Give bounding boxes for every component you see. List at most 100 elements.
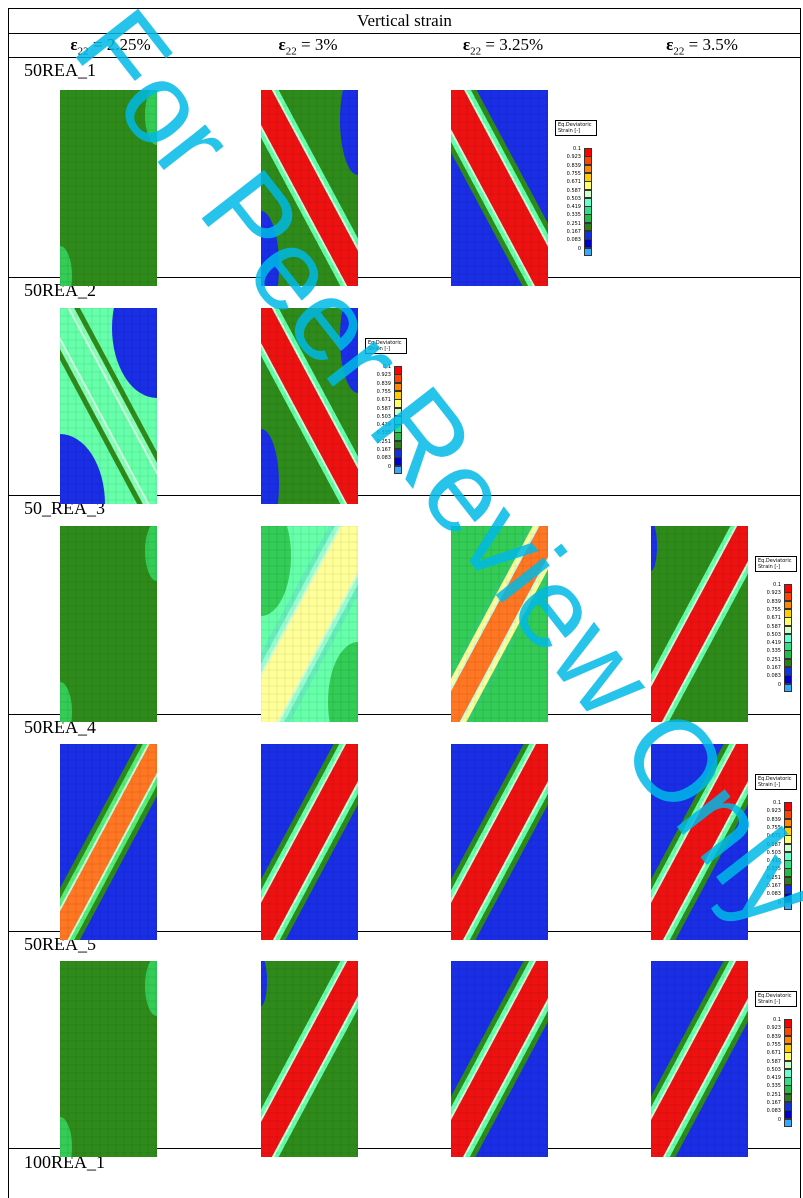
- legend-value: 0.251: [766, 1091, 781, 1098]
- legend-scale: 0.1 0.923 0.839 0.755 0.671 0.587 0.503 0.419 0.…: [755, 582, 803, 693]
- legend-value: 0.923: [566, 154, 581, 161]
- legend-title: Eq.Deviatoric Strain [-]: [755, 556, 797, 572]
- legend-swatch: [584, 181, 592, 190]
- color-legend-r5: Eq.Deviatoric Strain [-] 0.1 0.923 0.839 0.7…: [755, 991, 803, 1128]
- legend-title: Eq.Deviatoric Strain [-]: [365, 338, 407, 354]
- legend-value: 0.083: [376, 455, 391, 462]
- legend-value: 0.587: [376, 405, 391, 412]
- column-header-4: ε22 = 3.5%: [666, 35, 738, 58]
- legend-swatch: [584, 247, 592, 257]
- legend-value: 0.419: [766, 640, 781, 647]
- legend-value: 0.503: [566, 195, 581, 202]
- contour-plot-r1-c1: [60, 90, 157, 286]
- legend-value: 0.923: [376, 372, 391, 379]
- row-label-50rea-4: 50REA_4: [24, 717, 96, 737]
- legend-value: 0.503: [766, 631, 781, 638]
- legend-value: 0.755: [766, 606, 781, 613]
- contour-plot-r1-c2: [261, 90, 358, 286]
- legend-value: 0.755: [376, 388, 391, 395]
- legend-value: 0.083: [766, 1108, 781, 1115]
- rule-title: [8, 33, 801, 34]
- legend-value: 0.587: [766, 841, 781, 848]
- legend-swatch: [784, 876, 792, 886]
- rule-row-1: [8, 277, 801, 278]
- contour-plot-r1-c3: [451, 90, 548, 286]
- legend-scale: 0.1 0.923 0.839 0.755 0.671 0.587 0.503 0.419 0.…: [365, 364, 413, 475]
- legend-swatch: [784, 901, 792, 911]
- legend-value: 0.587: [766, 623, 781, 630]
- legend-value: 0: [777, 681, 781, 688]
- legend-value: 0.335: [566, 212, 581, 219]
- legend-value: 0.335: [766, 866, 781, 873]
- legend-value: 0.839: [766, 1033, 781, 1040]
- legend-value: 0.083: [766, 891, 781, 898]
- legend-value: 0.251: [766, 874, 781, 881]
- legend-value: 0.1: [573, 146, 581, 152]
- contour-plot-r4-c1: [60, 744, 157, 940]
- legend-value: 0.839: [376, 380, 391, 387]
- legend-value: 0.335: [766, 1083, 781, 1090]
- rule-right: [800, 8, 801, 1198]
- legend-value: 0.671: [766, 615, 781, 622]
- contour-plot-r5-c2: [261, 961, 358, 1157]
- legend-value: 0.419: [566, 204, 581, 211]
- legend-value: 0: [777, 899, 781, 906]
- rule-row-5: [8, 1148, 801, 1149]
- legend-value: 0.251: [766, 656, 781, 663]
- legend-value: 0.671: [376, 397, 391, 404]
- column-header-2: ε22 = 3%: [278, 35, 338, 58]
- legend-value: 0.419: [766, 858, 781, 865]
- rule-header: [8, 57, 801, 58]
- legend-value: 0.419: [376, 422, 391, 429]
- legend-swatch: [784, 617, 792, 626]
- column-header-1: ε22 = 2.25%: [70, 35, 151, 58]
- legend-value: 0.923: [766, 808, 781, 815]
- legend-value: 0.167: [766, 665, 781, 671]
- legend-swatch: [784, 835, 792, 844]
- legend-value: 0.923: [766, 590, 781, 597]
- legend-value: 0.251: [566, 220, 581, 227]
- color-legend-r2: Eq.Deviatoric Strain [-] 0.1 0.923 0.839 0.7…: [365, 338, 413, 475]
- legend-title: Eq.Deviatoric Strain [-]: [555, 120, 597, 136]
- legend-value: 0: [577, 245, 581, 252]
- contour-plot-r4-c3: [451, 744, 548, 940]
- legend-swatch: [784, 683, 792, 693]
- row-label-50rea-1: 50REA_1: [24, 60, 96, 80]
- contour-plot-r2-c1: [60, 308, 157, 504]
- legend-swatch: [784, 1118, 792, 1128]
- contour-plot-r5-c4: [651, 961, 748, 1157]
- legend-value: 0.587: [766, 1058, 781, 1065]
- rule-left: [8, 8, 9, 1198]
- legend-value: 0.335: [376, 430, 391, 437]
- contour-plot-r3-c4: [651, 526, 748, 722]
- legend-value: 0.839: [766, 598, 781, 605]
- contour-plot-r5-c3: [451, 961, 548, 1157]
- legend-value: 0.1: [383, 364, 391, 370]
- legend-swatch: [784, 1093, 792, 1103]
- legend-title: Eq.Deviatoric Strain [-]: [755, 774, 797, 790]
- rule-top: [8, 8, 801, 9]
- legend-value: 0.671: [766, 1050, 781, 1057]
- legend-title: Eq.Deviatoric Strain [-]: [755, 991, 797, 1007]
- contour-plot-r4-c2: [261, 744, 358, 940]
- legend-value: 0: [777, 1116, 781, 1123]
- legend-value: 0.503: [376, 413, 391, 420]
- color-legend-r3: Eq.Deviatoric Strain [-] 0.1 0.923 0.839 0.7…: [755, 556, 803, 693]
- legend-scale: 0.1 0.923 0.839 0.755 0.671 0.587 0.503 0.419 0.…: [755, 800, 803, 911]
- legend-value: 0.1: [773, 1017, 781, 1023]
- column-header-3: ε22 = 3.25%: [462, 35, 544, 58]
- legend-value: 0.671: [766, 833, 781, 840]
- table-title: Vertical strain: [357, 11, 452, 30]
- contour-plot-r3-c3: [451, 526, 548, 722]
- legend-value: 0.755: [766, 1041, 781, 1048]
- legend-value: 0.167: [376, 447, 391, 453]
- figure-table: Vertical strain ε22 = 2.25% ε22 = 3% ε22…: [8, 8, 801, 1198]
- legend-value: 0.671: [566, 179, 581, 186]
- legend-value: 0.083: [566, 237, 581, 244]
- legend-value: 0.503: [766, 849, 781, 856]
- legend-swatch: [584, 222, 592, 232]
- legend-scale: 0.1 0.923 0.839 0.755 0.671 0.587 0.503 0.419 0.…: [755, 1017, 803, 1128]
- legend-value: 0.419: [766, 1075, 781, 1082]
- contour-plot-r3-c1: [60, 526, 157, 722]
- legend-value: 0.839: [566, 162, 581, 169]
